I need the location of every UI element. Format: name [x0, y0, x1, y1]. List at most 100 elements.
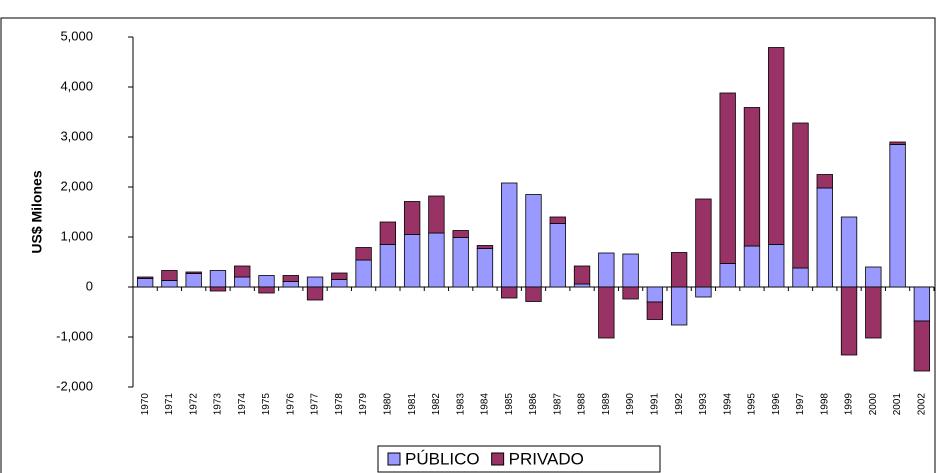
bar — [282, 275, 299, 282]
x-tick-label: 1975 — [261, 393, 272, 416]
bar — [670, 286, 688, 326]
bar — [379, 244, 397, 288]
bar — [792, 122, 809, 269]
bar — [719, 92, 736, 264]
x-tick-label: 1986 — [528, 393, 539, 416]
x-tick-label: 1979 — [358, 393, 369, 416]
bar — [743, 245, 761, 288]
y-tick-label: 2,000 — [60, 178, 93, 193]
bar — [306, 286, 324, 301]
bar — [185, 271, 202, 274]
y-tick-label: -1,000 — [56, 328, 93, 343]
bar — [136, 276, 154, 279]
x-tick-label: 1972 — [188, 393, 199, 416]
legend-label: PÚBLICO — [405, 449, 480, 468]
bar — [889, 144, 906, 288]
y-tick-label: 3,000 — [60, 128, 93, 143]
x-tick-label: 1996 — [771, 393, 782, 416]
bar — [913, 286, 931, 322]
bar — [428, 232, 445, 288]
bar — [258, 286, 275, 294]
x-tick-label: 1974 — [237, 393, 248, 416]
bar — [840, 216, 858, 288]
x-tick-label: 1994 — [722, 393, 733, 416]
x-tick-label: 1997 — [795, 393, 806, 416]
bar — [913, 320, 931, 372]
bar — [306, 276, 324, 288]
x-tick-label: 1980 — [383, 393, 394, 416]
bar — [816, 174, 833, 189]
bar — [501, 182, 518, 288]
x-tick-label: 1976 — [285, 393, 296, 416]
legend-swatch — [491, 452, 505, 466]
x-tick-label: 1992 — [674, 393, 685, 416]
x-tick-label: 2001 — [892, 393, 903, 416]
bar — [889, 141, 906, 145]
x-tick-label: 1982 — [431, 393, 442, 416]
legend-box — [377, 445, 661, 473]
x-tick-label: 2000 — [868, 393, 879, 416]
y-tick-label: 5,000 — [60, 28, 93, 43]
bar — [136, 278, 154, 288]
bar — [719, 263, 736, 288]
y-tick-label: -2,000 — [56, 378, 93, 393]
bar — [258, 275, 275, 288]
x-tick-label: 1998 — [819, 393, 830, 416]
x-tick-label: 1971 — [164, 393, 175, 416]
x-tick-label: 1970 — [140, 393, 151, 416]
bar — [525, 286, 542, 302]
bar — [185, 273, 202, 288]
y-tick-label: 1,000 — [60, 228, 93, 243]
bar — [549, 223, 566, 288]
bar — [525, 194, 542, 288]
bar — [355, 259, 372, 288]
bar — [331, 279, 348, 288]
bar — [331, 272, 348, 280]
x-tick-label: 1987 — [552, 393, 563, 416]
bar — [622, 253, 639, 288]
legend-label: PRIVADO — [509, 449, 584, 468]
bar — [743, 107, 761, 247]
bar — [379, 221, 397, 245]
x-tick-label: 1983 — [455, 393, 466, 416]
y-axis-title: US$ Milones — [29, 170, 45, 253]
x-tick-label: 1984 — [480, 393, 491, 416]
bar — [501, 286, 518, 299]
bar — [403, 234, 421, 288]
x-tick-label: 1981 — [407, 393, 418, 416]
bar — [476, 248, 494, 288]
x-tick-label: 1989 — [601, 393, 612, 416]
x-tick-label: 1991 — [650, 393, 661, 416]
x-tick-label: 1977 — [310, 393, 321, 416]
bar — [670, 252, 688, 288]
bar — [598, 252, 615, 288]
bar — [792, 267, 809, 288]
bar — [695, 286, 712, 298]
y-tick-label: 4,000 — [60, 78, 93, 93]
bar — [768, 244, 785, 288]
bar — [209, 270, 227, 288]
bar — [428, 195, 445, 234]
bar — [355, 247, 372, 261]
bar — [573, 265, 591, 285]
bar — [816, 187, 833, 288]
bar — [865, 286, 882, 339]
x-tick-label: 1985 — [504, 393, 515, 416]
bar — [768, 47, 785, 245]
bar — [598, 286, 615, 339]
bar — [161, 280, 178, 288]
x-tick-label: 1973 — [213, 393, 224, 416]
bar — [549, 216, 566, 224]
x-tick-label: 1988 — [577, 393, 588, 416]
x-tick-label: 1990 — [625, 393, 636, 416]
bar — [234, 276, 251, 288]
x-tick-label: 1993 — [698, 393, 709, 416]
bar — [840, 286, 858, 356]
bar — [865, 266, 882, 288]
bar — [622, 286, 639, 300]
bar — [161, 270, 178, 281]
y-tick-label: 0 — [86, 278, 93, 293]
bar — [282, 281, 299, 288]
bar — [452, 237, 469, 288]
